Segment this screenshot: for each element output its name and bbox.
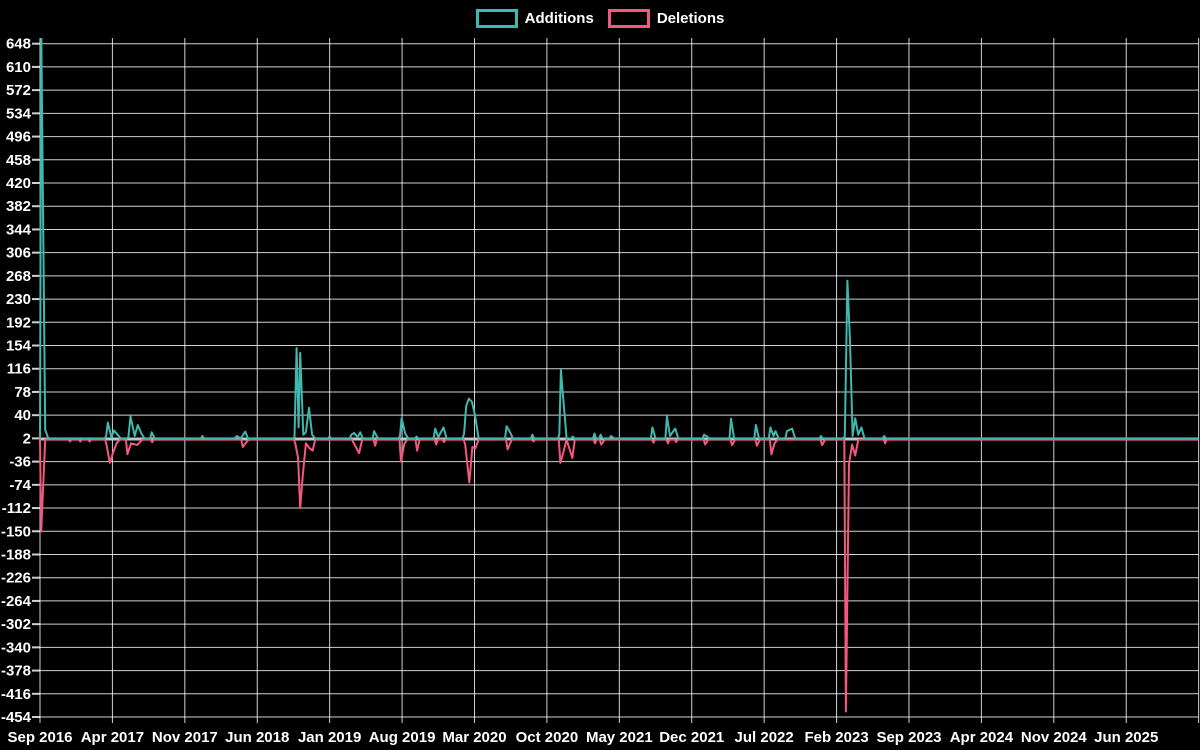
y-axis-ticks	[32, 42, 40, 719]
svg-text:-150: -150	[1, 523, 31, 540]
svg-text:40: 40	[14, 407, 31, 424]
svg-text:Apr 2024: Apr 2024	[950, 729, 1014, 746]
grid-lines	[39, 38, 1200, 723]
svg-text:Jun 2025: Jun 2025	[1094, 729, 1158, 746]
svg-text:Aug 2019: Aug 2019	[369, 729, 436, 746]
svg-text:420: 420	[6, 175, 31, 192]
svg-text:534: 534	[6, 105, 32, 122]
y-axis-labels: 648 610 572 534 496 458 420 382 344 306 268 230 192 1…	[1, 36, 32, 726]
legend-item-additions[interactable]: Additions	[475, 8, 594, 28]
svg-text:230: 230	[6, 291, 31, 308]
legend-item-deletions[interactable]: Deletions	[607, 8, 725, 28]
svg-text:Nov 2024: Nov 2024	[1021, 729, 1088, 746]
svg-text:-188: -188	[1, 546, 31, 563]
svg-text:154: 154	[6, 338, 32, 355]
svg-text:Feb 2023: Feb 2023	[804, 729, 868, 746]
svg-text:-454: -454	[1, 709, 32, 726]
svg-text:Jul 2022: Jul 2022	[735, 729, 794, 746]
svg-text:Apr 2017: Apr 2017	[81, 729, 144, 746]
svg-text:Mar 2020: Mar 2020	[442, 729, 506, 746]
svg-text:Sep 2023: Sep 2023	[876, 729, 941, 746]
svg-text:Jun 2018: Jun 2018	[225, 729, 289, 746]
svg-text:78: 78	[14, 384, 31, 401]
svg-text:-264: -264	[1, 593, 32, 610]
additions-line	[39, 38, 1199, 440]
svg-text:May 2021: May 2021	[586, 729, 653, 746]
legend-label-additions: Additions	[524, 9, 594, 27]
svg-text:268: 268	[6, 268, 31, 285]
chart-legend: Additions Deletions	[0, 6, 1200, 30]
svg-text:116: 116	[7, 361, 31, 378]
svg-text:-36: -36	[9, 454, 31, 471]
svg-text:-340: -340	[1, 639, 31, 656]
svg-text:Nov 2017: Nov 2017	[152, 729, 218, 746]
deletions-swatch-icon	[607, 8, 650, 28]
svg-text:344: 344	[6, 221, 32, 238]
x-axis-labels: Sep 2016 Apr 2017 Nov 2017 Jun 2018 Jan 2019…	[7, 729, 1158, 746]
svg-text:382: 382	[6, 198, 31, 215]
legend-label-deletions: Deletions	[656, 9, 725, 27]
svg-text:Dec 2021: Dec 2021	[659, 729, 724, 746]
svg-text:-74: -74	[9, 477, 31, 494]
svg-text:306: 306	[6, 245, 31, 262]
svg-text:Oct 2020: Oct 2020	[516, 729, 579, 746]
svg-text:496: 496	[6, 129, 31, 146]
svg-text:2: 2	[23, 430, 31, 447]
svg-text:Sep 2016: Sep 2016	[7, 729, 72, 746]
svg-text:192: 192	[6, 314, 31, 331]
svg-text:-226: -226	[1, 570, 31, 587]
svg-text:-112: -112	[2, 500, 31, 517]
additions-swatch-icon	[475, 8, 518, 28]
svg-text:-378: -378	[1, 663, 31, 680]
svg-text:458: 458	[6, 152, 31, 169]
svg-text:572: 572	[6, 82, 31, 99]
svg-text:-416: -416	[1, 686, 31, 703]
svg-text:648: 648	[6, 36, 31, 53]
deletions-line	[39, 438, 1199, 713]
svg-text:-302: -302	[1, 616, 31, 633]
svg-text:Jan 2019: Jan 2019	[298, 729, 361, 746]
svg-text:610: 610	[6, 59, 31, 76]
